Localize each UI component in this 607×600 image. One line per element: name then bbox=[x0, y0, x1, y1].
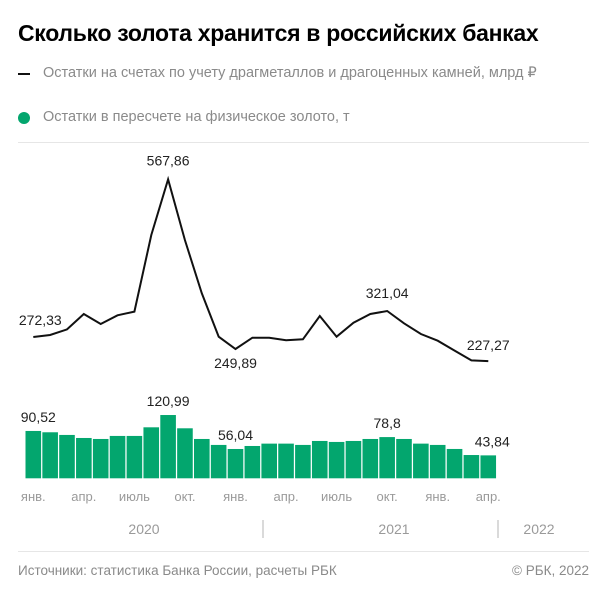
copyright: © РБК, 2022 bbox=[512, 563, 589, 578]
bar bbox=[210, 444, 227, 479]
bar bbox=[362, 438, 379, 479]
x-tick-label: апр. bbox=[273, 489, 298, 504]
bar bbox=[295, 444, 311, 479]
bar bbox=[379, 437, 395, 479]
bar bbox=[429, 444, 446, 479]
x-tick-label: июль bbox=[321, 489, 352, 504]
x-tick-label: окт. bbox=[377, 489, 398, 504]
line-data-label: 249,89 bbox=[214, 355, 257, 371]
x-tick-label: апр. bbox=[71, 489, 96, 504]
legend-label: Остатки в пересчете на физическое золото… bbox=[43, 109, 350, 125]
bar bbox=[463, 455, 480, 479]
bar bbox=[59, 434, 75, 479]
bar bbox=[92, 438, 109, 479]
bar bbox=[109, 435, 126, 479]
bar-data-label: 120,99 bbox=[147, 393, 190, 409]
line-series bbox=[33, 175, 489, 363]
bar-data-label: 56,04 bbox=[218, 427, 253, 443]
x-tick-label: апр. bbox=[476, 489, 501, 504]
bar bbox=[42, 432, 58, 479]
bar bbox=[396, 438, 412, 479]
bar bbox=[76, 437, 92, 479]
x-tick-label: окт. bbox=[174, 489, 195, 504]
line-data-label: 227,27 bbox=[467, 337, 510, 353]
bar bbox=[345, 440, 362, 479]
divider bbox=[18, 142, 589, 143]
bar bbox=[311, 440, 328, 479]
bar bbox=[261, 443, 277, 479]
legend-dot-marker bbox=[18, 112, 30, 124]
bar bbox=[278, 443, 294, 479]
year-label: 2021 bbox=[378, 521, 409, 537]
bar bbox=[177, 428, 193, 479]
bar bbox=[413, 443, 429, 479]
bar-data-label: 43,84 bbox=[475, 433, 510, 449]
line-data-label: 321,04 bbox=[366, 285, 409, 301]
bar bbox=[227, 448, 244, 479]
bar bbox=[160, 415, 176, 479]
x-tick-label: июль bbox=[119, 489, 150, 504]
chart-title: Сколько золота хранится в российских бан… bbox=[18, 20, 539, 46]
legend-label: Остатки на счетах по учету драгметаллов … bbox=[43, 65, 537, 81]
bar bbox=[446, 448, 463, 479]
year-label: 2022 bbox=[523, 521, 554, 537]
legend-line-marker bbox=[18, 73, 30, 75]
divider bbox=[18, 551, 589, 552]
bar-data-label: 78,8 bbox=[374, 415, 401, 431]
bar bbox=[480, 455, 497, 479]
line-data-label: 567,86 bbox=[147, 152, 190, 168]
bar bbox=[25, 430, 42, 479]
x-tick-label: янв. bbox=[425, 489, 450, 504]
x-tick-label: янв. bbox=[21, 489, 46, 504]
year-label: 2020 bbox=[128, 521, 159, 537]
bar bbox=[126, 435, 143, 479]
bar-data-label: 90,52 bbox=[21, 409, 56, 425]
source-note: Источники: статистика Банка России, расч… bbox=[18, 563, 337, 578]
x-tick-label: янв. bbox=[223, 489, 248, 504]
bar bbox=[194, 438, 210, 479]
bar bbox=[328, 441, 345, 479]
line-data-label: 272,33 bbox=[19, 312, 62, 328]
bar bbox=[143, 427, 160, 479]
bar bbox=[244, 445, 261, 479]
